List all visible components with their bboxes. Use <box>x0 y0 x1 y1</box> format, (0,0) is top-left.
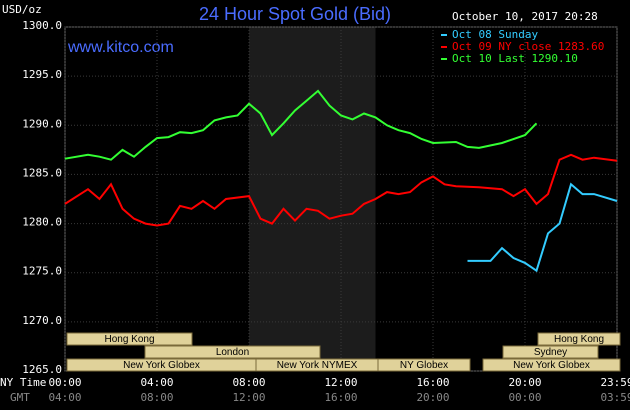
x-tick-label: 08:00 <box>232 376 265 389</box>
x-tick-label: 12:00 <box>324 376 357 389</box>
gmt-tick-label: 16:00 <box>324 391 357 404</box>
y-tick-label: 1285.0 <box>22 166 62 179</box>
unit-label: USD/oz <box>2 3 42 16</box>
ny-time-label: NY Time <box>0 376 46 389</box>
session-label: New York NYMEX <box>277 360 358 371</box>
session-label: London <box>216 347 249 358</box>
series-line <box>64 153 618 227</box>
legend-label: Oct 09 NY close 1283.60 <box>452 40 604 53</box>
y-tick-label: 1300.0 <box>22 19 62 32</box>
y-tick-label: 1265.0 <box>22 363 62 376</box>
x-tick-label: 23:59 <box>600 376 630 389</box>
session-label: Sydney <box>534 347 567 358</box>
session-label: NY Globex <box>400 360 448 371</box>
legend-label: Oct 08 Sunday <box>452 28 538 41</box>
timestamp: October 10, 2017 20:28 <box>452 10 598 23</box>
x-tick-label: 00:00 <box>48 376 81 389</box>
session-box <box>537 332 621 346</box>
gmt-tick-label: 12:00 <box>232 391 265 404</box>
session-label: Hong Kong <box>104 334 154 345</box>
session-label: New York Globex <box>123 360 200 371</box>
y-tick-label: 1275.0 <box>22 265 62 278</box>
gmt-label: GMT <box>10 391 30 404</box>
session-box <box>482 358 621 372</box>
session-label: New York Globex <box>513 360 590 371</box>
series-line <box>64 89 538 161</box>
session-shade <box>249 27 376 371</box>
session-box <box>377 358 471 372</box>
session-box <box>502 345 599 359</box>
gmt-tick-label: 03:59 <box>600 391 630 404</box>
session-label: Hong Kong <box>554 334 604 345</box>
session-box <box>144 345 321 359</box>
x-tick-label: 04:00 <box>140 376 173 389</box>
y-tick-label: 1295.0 <box>22 68 62 81</box>
gmt-tick-label: 04:00 <box>48 391 81 404</box>
legend-label: Oct 10 Last 1290.10 <box>452 52 578 65</box>
chart-title: 24 Hour Spot Gold (Bid) <box>199 4 391 24</box>
x-tick-label: 16:00 <box>416 376 449 389</box>
gmt-tick-label: 08:00 <box>140 391 173 404</box>
y-tick-label: 1290.0 <box>22 117 62 130</box>
y-tick-label: 1280.0 <box>22 216 62 229</box>
session-box <box>66 332 193 346</box>
y-tick-label: 1270.0 <box>22 314 62 327</box>
gmt-tick-label: 00:00 <box>508 391 541 404</box>
gmt-tick-label: 20:00 <box>416 391 449 404</box>
series-line <box>467 182 618 273</box>
x-tick-label: 20:00 <box>508 376 541 389</box>
website: www.kitco.com <box>67 39 174 56</box>
